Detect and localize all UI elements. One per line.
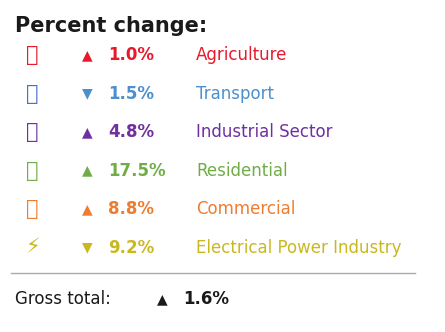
Text: 🏠: 🏠 bbox=[26, 161, 38, 181]
Text: 1.5%: 1.5% bbox=[108, 85, 154, 103]
Text: 9.2%: 9.2% bbox=[108, 239, 154, 257]
Text: ▲: ▲ bbox=[81, 125, 92, 139]
Text: Industrial Sector: Industrial Sector bbox=[196, 123, 332, 141]
Text: Transport: Transport bbox=[196, 85, 274, 103]
Text: 1.0%: 1.0% bbox=[108, 46, 154, 64]
Text: 🚗: 🚗 bbox=[26, 84, 38, 104]
Text: 🏢: 🏢 bbox=[26, 199, 38, 219]
Text: ⚡: ⚡ bbox=[25, 238, 40, 258]
Text: Commercial: Commercial bbox=[196, 200, 295, 218]
Text: 🏭: 🏭 bbox=[26, 122, 38, 142]
Text: ▲: ▲ bbox=[81, 164, 92, 178]
Text: 1.6%: 1.6% bbox=[183, 290, 230, 308]
Text: ▼: ▼ bbox=[81, 241, 92, 255]
Text: ▲: ▲ bbox=[157, 292, 168, 306]
Text: Electrical Power Industry: Electrical Power Industry bbox=[196, 239, 401, 257]
Text: ▲: ▲ bbox=[81, 202, 92, 216]
Text: Residential: Residential bbox=[196, 162, 287, 180]
Text: ▲: ▲ bbox=[81, 48, 92, 62]
Text: Agriculture: Agriculture bbox=[196, 46, 287, 64]
Text: 4.8%: 4.8% bbox=[108, 123, 154, 141]
Text: 17.5%: 17.5% bbox=[108, 162, 166, 180]
Text: Gross total:: Gross total: bbox=[16, 290, 111, 308]
Text: ▼: ▼ bbox=[81, 87, 92, 101]
Text: 8.8%: 8.8% bbox=[108, 200, 154, 218]
Text: 🐄: 🐄 bbox=[26, 45, 38, 65]
Text: Percent change:: Percent change: bbox=[16, 16, 208, 36]
